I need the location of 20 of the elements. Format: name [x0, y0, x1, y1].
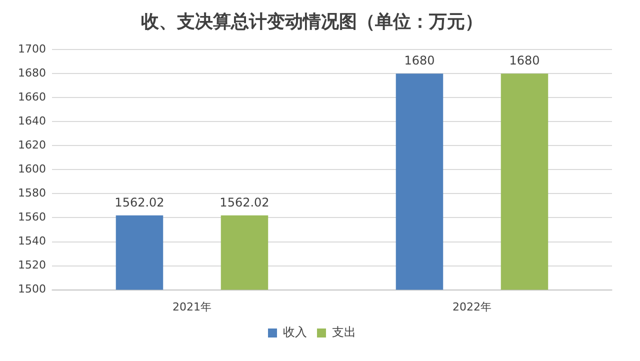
y-tick-label: 1680	[18, 66, 46, 80]
y-tick-label: 1600	[18, 162, 46, 176]
y-tick-label: 1560	[18, 210, 46, 224]
y-tick-label: 1620	[18, 138, 46, 152]
y-tick-label: 1520	[18, 258, 46, 272]
x-tick-label: 2022年	[452, 300, 492, 314]
y-tick-label: 1540	[18, 234, 46, 248]
chart-title: 收、支决算总计变动情况图（单位：万元）	[141, 11, 483, 32]
y-tick-label: 1640	[18, 114, 46, 128]
data-label: 1562.02	[220, 195, 270, 210]
data-label: 1680	[509, 54, 540, 68]
y-tick-label: 1500	[18, 282, 46, 296]
legend-label: 收入	[283, 325, 307, 340]
x-tick-label: 2021年	[172, 300, 212, 314]
y-tick-label: 1580	[18, 186, 46, 200]
data-label: 1562.02	[114, 195, 164, 210]
y-tick-label: 1660	[18, 90, 46, 104]
y-tick-label: 1700	[18, 42, 46, 56]
data-label: 1680	[404, 54, 435, 68]
legend-label: 支出	[332, 325, 356, 340]
